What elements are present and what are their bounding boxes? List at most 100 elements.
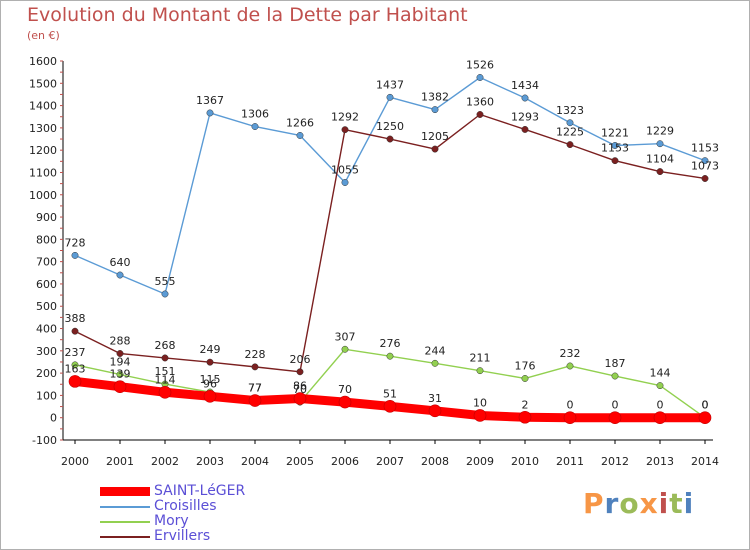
data-label-mory: 244	[425, 344, 446, 357]
data-label-saint-l-ger: 2	[522, 398, 529, 411]
data-label-croisilles: 1323	[556, 104, 584, 117]
legend-label-croisilles: Croisilles	[154, 498, 217, 514]
logo-letter: i	[683, 487, 695, 520]
data-point-mory	[431, 359, 439, 367]
legend-label-saint-leger: SAINT-LéGER	[154, 483, 246, 499]
data-label-saint-l-ger: 77	[248, 382, 262, 395]
logo-letter: o	[619, 487, 640, 520]
data-point-croisilles	[431, 106, 439, 114]
proxiti-logo: Proxiti	[583, 487, 694, 520]
data-label-saint-l-ger: 86	[293, 380, 307, 393]
data-point-croisilles	[701, 157, 709, 165]
data-label-mory: 187	[605, 357, 626, 370]
x-tick-label: 2009	[466, 455, 494, 468]
data-label-croisilles: 640	[110, 256, 131, 269]
data-point-mory	[656, 382, 664, 390]
data-point-croisilles	[566, 119, 574, 127]
data-label-croisilles: 1221	[601, 126, 629, 139]
legend-swatch-mory	[100, 521, 150, 523]
data-label-croisilles: 1367	[196, 94, 224, 107]
data-point-ervillers	[521, 125, 529, 133]
data-point-croisilles	[296, 132, 304, 139]
data-label-saint-l-ger: 10	[473, 396, 487, 409]
data-point-croisilles	[206, 109, 214, 117]
data-point-saint-l-ger	[203, 390, 217, 403]
y-tick-label: 100	[36, 389, 57, 402]
data-point-ervillers	[161, 354, 169, 362]
data-label-ervillers: 1225	[556, 126, 584, 139]
data-labels-layer: 163 139 114 96 77 86 70 51 31 10 2 0 0 0 0728640555136…	[65, 58, 720, 411]
data-label-mory: 237	[65, 346, 86, 359]
data-point-saint-l-ger	[293, 392, 307, 405]
legend-label-mory: Mory	[154, 513, 189, 529]
data-label-ervillers: 1250	[376, 120, 404, 133]
data-label-croisilles: 1526	[466, 58, 494, 71]
data-point-saint-l-ger	[428, 404, 442, 418]
data-point-mory	[116, 371, 124, 378]
y-tick-label: 1200	[29, 144, 57, 157]
data-point-croisilles	[476, 74, 484, 81]
data-point-ervillers	[611, 157, 619, 165]
data-point-ervillers	[386, 135, 394, 143]
data-point-ervillers	[656, 168, 664, 176]
legend-label-ervillers: Ervillers	[154, 528, 211, 544]
data-point-ervillers	[566, 141, 574, 149]
y-tick-label: 1100	[29, 166, 57, 179]
x-tick-label: 2013	[646, 455, 674, 468]
data-label-ervillers: 206	[290, 353, 311, 366]
y-tick-label: 1000	[29, 189, 57, 202]
x-tick-label: 2010	[511, 455, 539, 468]
series-line-croisilles	[74, 76, 706, 295]
y-tick-label: 1600	[29, 55, 57, 68]
chart-axes: -100010020030040050060070080090010001100…	[29, 55, 719, 468]
data-label-ervillers: 1292	[331, 111, 359, 124]
data-point-mory	[521, 375, 529, 382]
data-point-croisilles	[341, 179, 349, 186]
data-label-ervillers: 228	[245, 348, 266, 361]
data-point-croisilles	[71, 251, 79, 259]
data-point-mory	[71, 361, 79, 369]
y-tick-label: 700	[36, 256, 57, 269]
x-tick-label: 2006	[331, 455, 359, 468]
data-point-saint-l-ger	[338, 395, 352, 409]
data-label-ervillers: 1293	[511, 110, 539, 123]
legend-swatch-croisilles	[100, 506, 150, 508]
y-tick-label: -100	[32, 434, 57, 447]
logo-letter: x	[639, 487, 659, 520]
legend-swatch-saint-leger	[100, 487, 150, 496]
data-point-ervillers	[116, 350, 124, 357]
y-tick-label: 300	[36, 345, 57, 358]
data-point-croisilles	[656, 140, 664, 148]
data-label-saint-l-ger: 51	[383, 387, 397, 400]
x-tick-label: 2001	[106, 455, 134, 468]
y-tick-label: 800	[36, 233, 57, 246]
data-label-saint-l-ger: 114	[155, 373, 176, 386]
data-point-saint-l-ger	[653, 411, 667, 425]
y-tick-label: 900	[36, 211, 57, 224]
y-tick-label: 500	[36, 300, 57, 313]
data-label-croisilles: 1382	[421, 91, 449, 104]
x-tick-label: 2008	[421, 455, 449, 468]
data-point-mory	[476, 367, 484, 375]
x-tick-label: 2014	[691, 455, 719, 468]
data-point-saint-l-ger	[473, 409, 487, 422]
logo-letter: P	[583, 487, 605, 520]
y-tick-label: 1400	[29, 100, 57, 113]
data-label-croisilles: 1306	[241, 108, 269, 121]
data-label-croisilles: 1153	[691, 142, 719, 155]
data-point-mory	[611, 372, 619, 380]
data-label-croisilles: 1266	[286, 116, 314, 129]
data-point-saint-l-ger	[608, 411, 622, 425]
y-tick-label: 1500	[29, 77, 57, 90]
x-tick-label: 2002	[151, 455, 179, 468]
x-tick-label: 2005	[286, 455, 314, 468]
data-point-ervillers	[296, 368, 304, 376]
y-tick-label: 1300	[29, 122, 57, 135]
data-label-mory: 77	[248, 382, 262, 395]
data-point-saint-l-ger	[518, 410, 532, 424]
data-point-croisilles	[161, 290, 169, 298]
data-point-croisilles	[116, 271, 124, 279]
data-point-saint-l-ger	[113, 380, 127, 394]
